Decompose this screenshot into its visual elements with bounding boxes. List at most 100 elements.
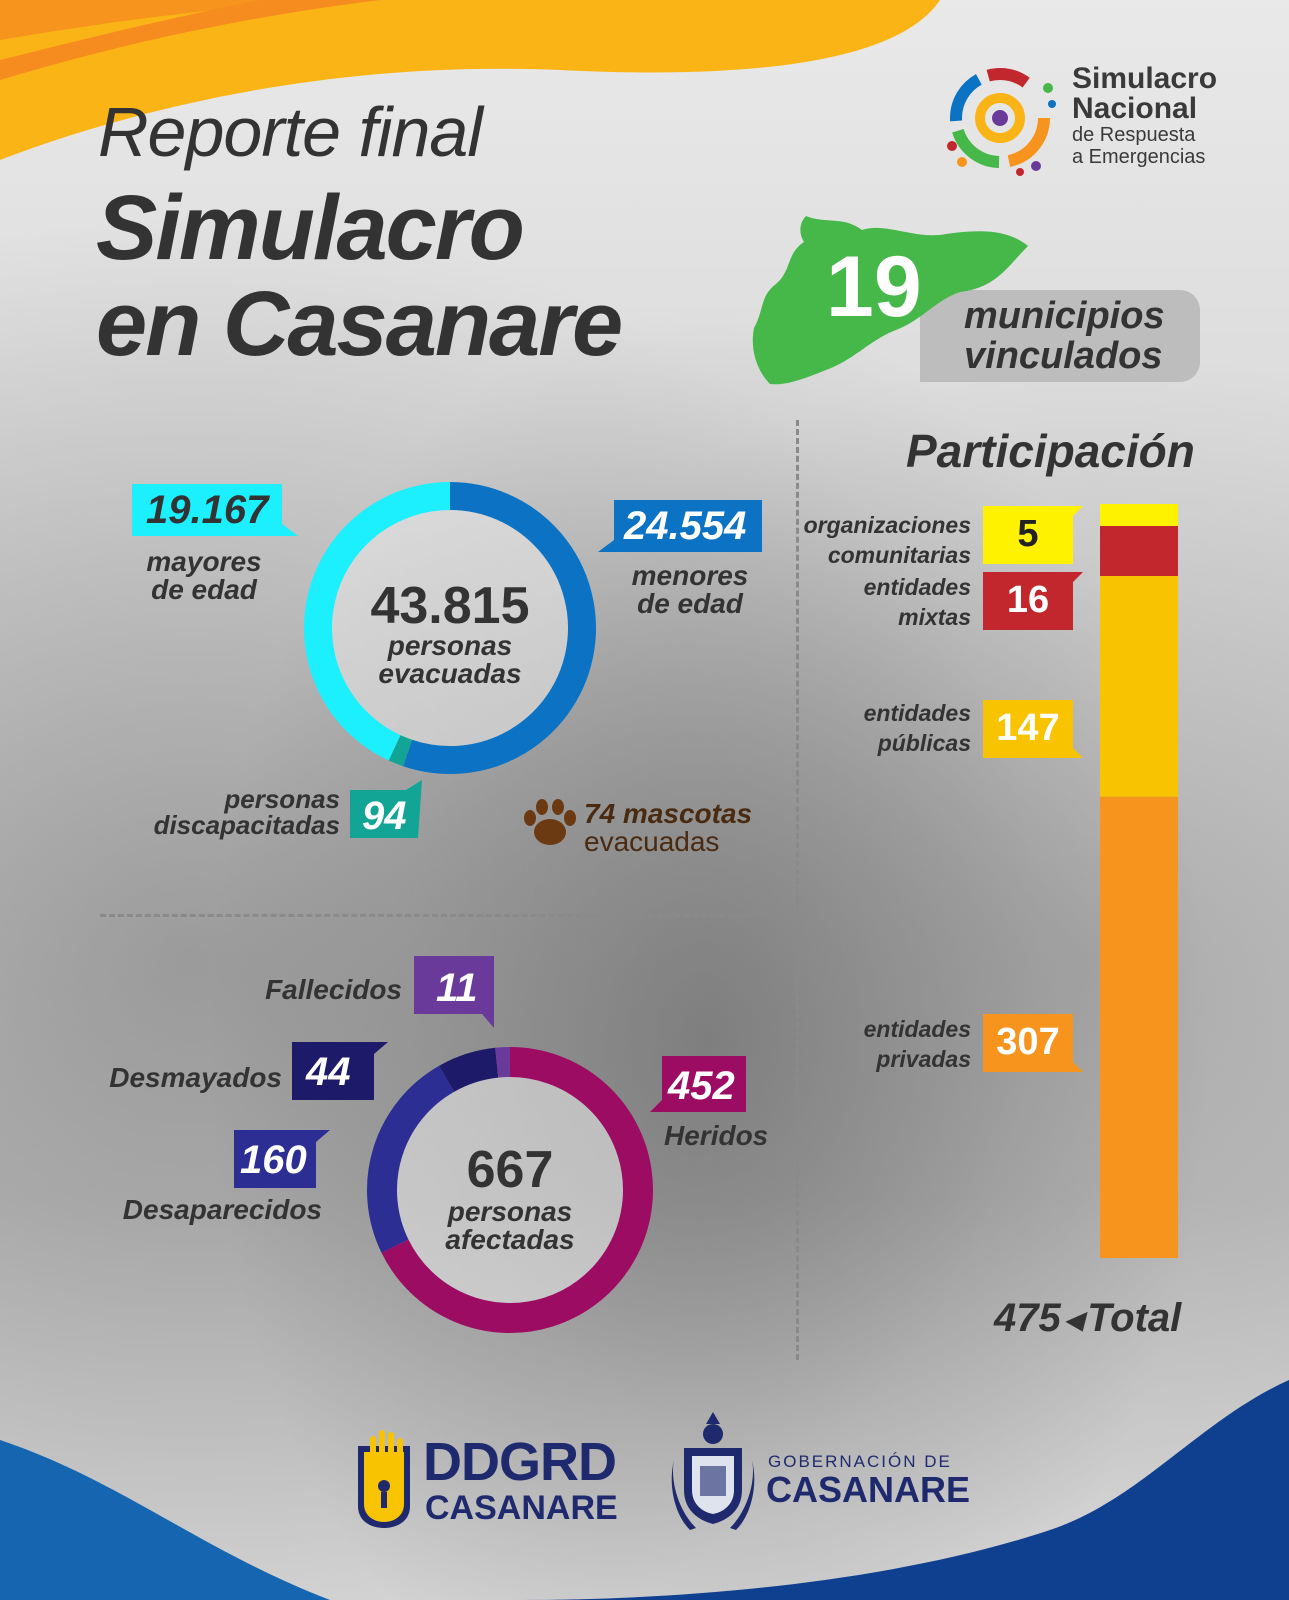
part-value-comunitarias: 5 [1017, 513, 1039, 555]
evacuados-total: 43.815 [370, 577, 530, 635]
gobernacion-logo-text-1: GOBERNACIÓN DE [768, 1452, 952, 1471]
desaparecidos-tag-shape [234, 1130, 330, 1188]
simulacro-logo-text: Simulacro Nacional de Respuesta a Emerge… [1072, 62, 1218, 169]
ddgrd-logo-text-1: DDGRD [423, 1432, 617, 1492]
discapacitadas-label: personas discapacitadas [130, 786, 340, 838]
part-value-mixtas: 16 [1006, 579, 1050, 621]
menores-tag-shape [598, 500, 762, 552]
vertical-divider [796, 420, 799, 1360]
mayores-label-2: de edad [151, 574, 257, 605]
part-label-privadas-2: privadas [876, 1046, 971, 1072]
afectados-center-label-2: afectadas [445, 1224, 575, 1255]
gobernacion-logo-text-2: CASANARE [766, 1469, 971, 1510]
total-label: Total [1087, 1296, 1182, 1340]
part-label-mixtas-1: entidades [863, 574, 971, 600]
municipios-value: 19 [826, 239, 922, 335]
part-label-mixtas-2: mixtas [898, 604, 971, 630]
tag-publicas-shape [983, 700, 1083, 758]
donut-slice-mayores [304, 482, 451, 761]
bottom-wave [0, 1380, 1289, 1600]
desmayados-tag-shape [292, 1042, 388, 1100]
municipios-label: municipios vinculados [964, 296, 1165, 376]
part-value-publicas: 147 [996, 707, 1060, 749]
mascotas-value: 74 mascotas [584, 798, 753, 829]
menores-label-2: de edad [637, 588, 743, 619]
mayores-label-1: mayores [146, 546, 262, 577]
title-line-1: Simulacro [96, 177, 525, 279]
bar-segment-comunitarias [1100, 504, 1178, 526]
fallecidos-value: 11 [436, 966, 478, 1010]
desaparecidos-label: Desaparecidos [122, 1194, 322, 1225]
casanare-map-icon [752, 216, 1028, 385]
desmayados-value: 44 [306, 1050, 351, 1094]
part-label-comunitarias-1: organizaciones [803, 512, 971, 538]
ddgrd-logo-text-2: CASANARE [425, 1489, 618, 1527]
top-wave [0, 0, 940, 160]
part-label-publicas: entidades públicas [864, 698, 971, 758]
logo-line-2: Nacional [1072, 92, 1198, 125]
menores-label: menores de edad [606, 562, 774, 618]
municipios-label-2: vinculados [964, 335, 1163, 377]
evacuados-center-label-1: personas [387, 630, 513, 661]
gobernacion-shield-icon [671, 1412, 755, 1530]
afectados-center-label: personas afectadas [400, 1198, 620, 1254]
heridos-label: Heridos [664, 1120, 769, 1151]
title-line-2: en Casanare [96, 273, 623, 375]
donut-slice-discapacitadas [388, 735, 413, 767]
donut-slice-fallecidos [495, 1047, 511, 1078]
discapacitadas-label-1: personas [224, 784, 340, 814]
bar-segment-publicas [1100, 576, 1178, 797]
participacion-title: Participación [906, 425, 1195, 477]
desmayados-label: Desmayados [109, 1062, 282, 1093]
fallecidos-label: Fallecidos [265, 974, 402, 1005]
donut-slice-heridos [381, 1047, 653, 1333]
discapacitadas-label-2: discapacitadas [153, 810, 340, 840]
part-label-comunitarias-2: comunitarias [827, 542, 971, 568]
tag-mixtas-shape [983, 572, 1083, 630]
heridos-value: 452 [668, 1064, 735, 1108]
mascotas-label: evacuadas [584, 826, 720, 857]
part-label-comunitarias: organizaciones comunitarias [804, 510, 971, 570]
heridos-tag-shape [650, 1056, 746, 1112]
discapacitadas-value: 94 [362, 794, 407, 838]
menores-value: 24.554 [624, 504, 747, 548]
municipios-pill [920, 290, 1200, 382]
part-label-privadas: entidades privadas [864, 1014, 971, 1074]
fallecidos-tag-shape [414, 956, 494, 1028]
mayores-label: mayores de edad [120, 548, 288, 604]
desaparecidos-value: 160 [240, 1138, 307, 1182]
tag-privadas-shape [983, 1014, 1083, 1072]
total-value: 475 [994, 1296, 1061, 1340]
part-label-publicas-1: entidades [863, 700, 971, 726]
discapacitadas-tag-shape [350, 780, 422, 838]
afectados-center-label-1: personas [447, 1196, 573, 1227]
total-arrow-icon: ◀ [1064, 1306, 1084, 1334]
donut-slice-desaparecidos [367, 1065, 455, 1253]
afectados-total: 667 [466, 1141, 554, 1199]
tag-comunitarias-shape [983, 506, 1083, 564]
horizontal-divider [100, 914, 770, 917]
evacuados-donut-chart [304, 482, 596, 774]
logo-line-4: a Emergencias [1072, 146, 1206, 168]
menores-label-1: menores [631, 560, 749, 591]
municipios-label-1: municipios [964, 295, 1165, 337]
logo-line-1: Simulacro [1072, 62, 1218, 95]
participacion-total: 475 ◀ Total [994, 1296, 1181, 1341]
paw-icon [524, 799, 576, 845]
participacion-stacked-bar [1100, 504, 1178, 1258]
part-label-privadas-1: entidades [863, 1016, 971, 1042]
report-title: Simulacro en Casanare [96, 177, 623, 375]
part-label-publicas-2: públicas [877, 730, 971, 756]
evacuados-center-label-2: evacuadas [378, 658, 522, 689]
report-subtitle: Reporte final [98, 93, 483, 171]
mayores-value: 19.167 [146, 488, 269, 532]
simulacro-logo-icon [947, 68, 1056, 176]
donut-slice-menores [403, 482, 596, 774]
bar-segment-mixtas [1100, 526, 1178, 576]
donut-slice-desmayados [439, 1047, 499, 1093]
afectados-donut-chart [367, 1047, 653, 1333]
bar-segment-privadas [1100, 796, 1178, 1258]
ddgrd-hand-logo-icon [358, 1430, 410, 1528]
part-label-mixtas: entidades mixtas [864, 572, 971, 632]
